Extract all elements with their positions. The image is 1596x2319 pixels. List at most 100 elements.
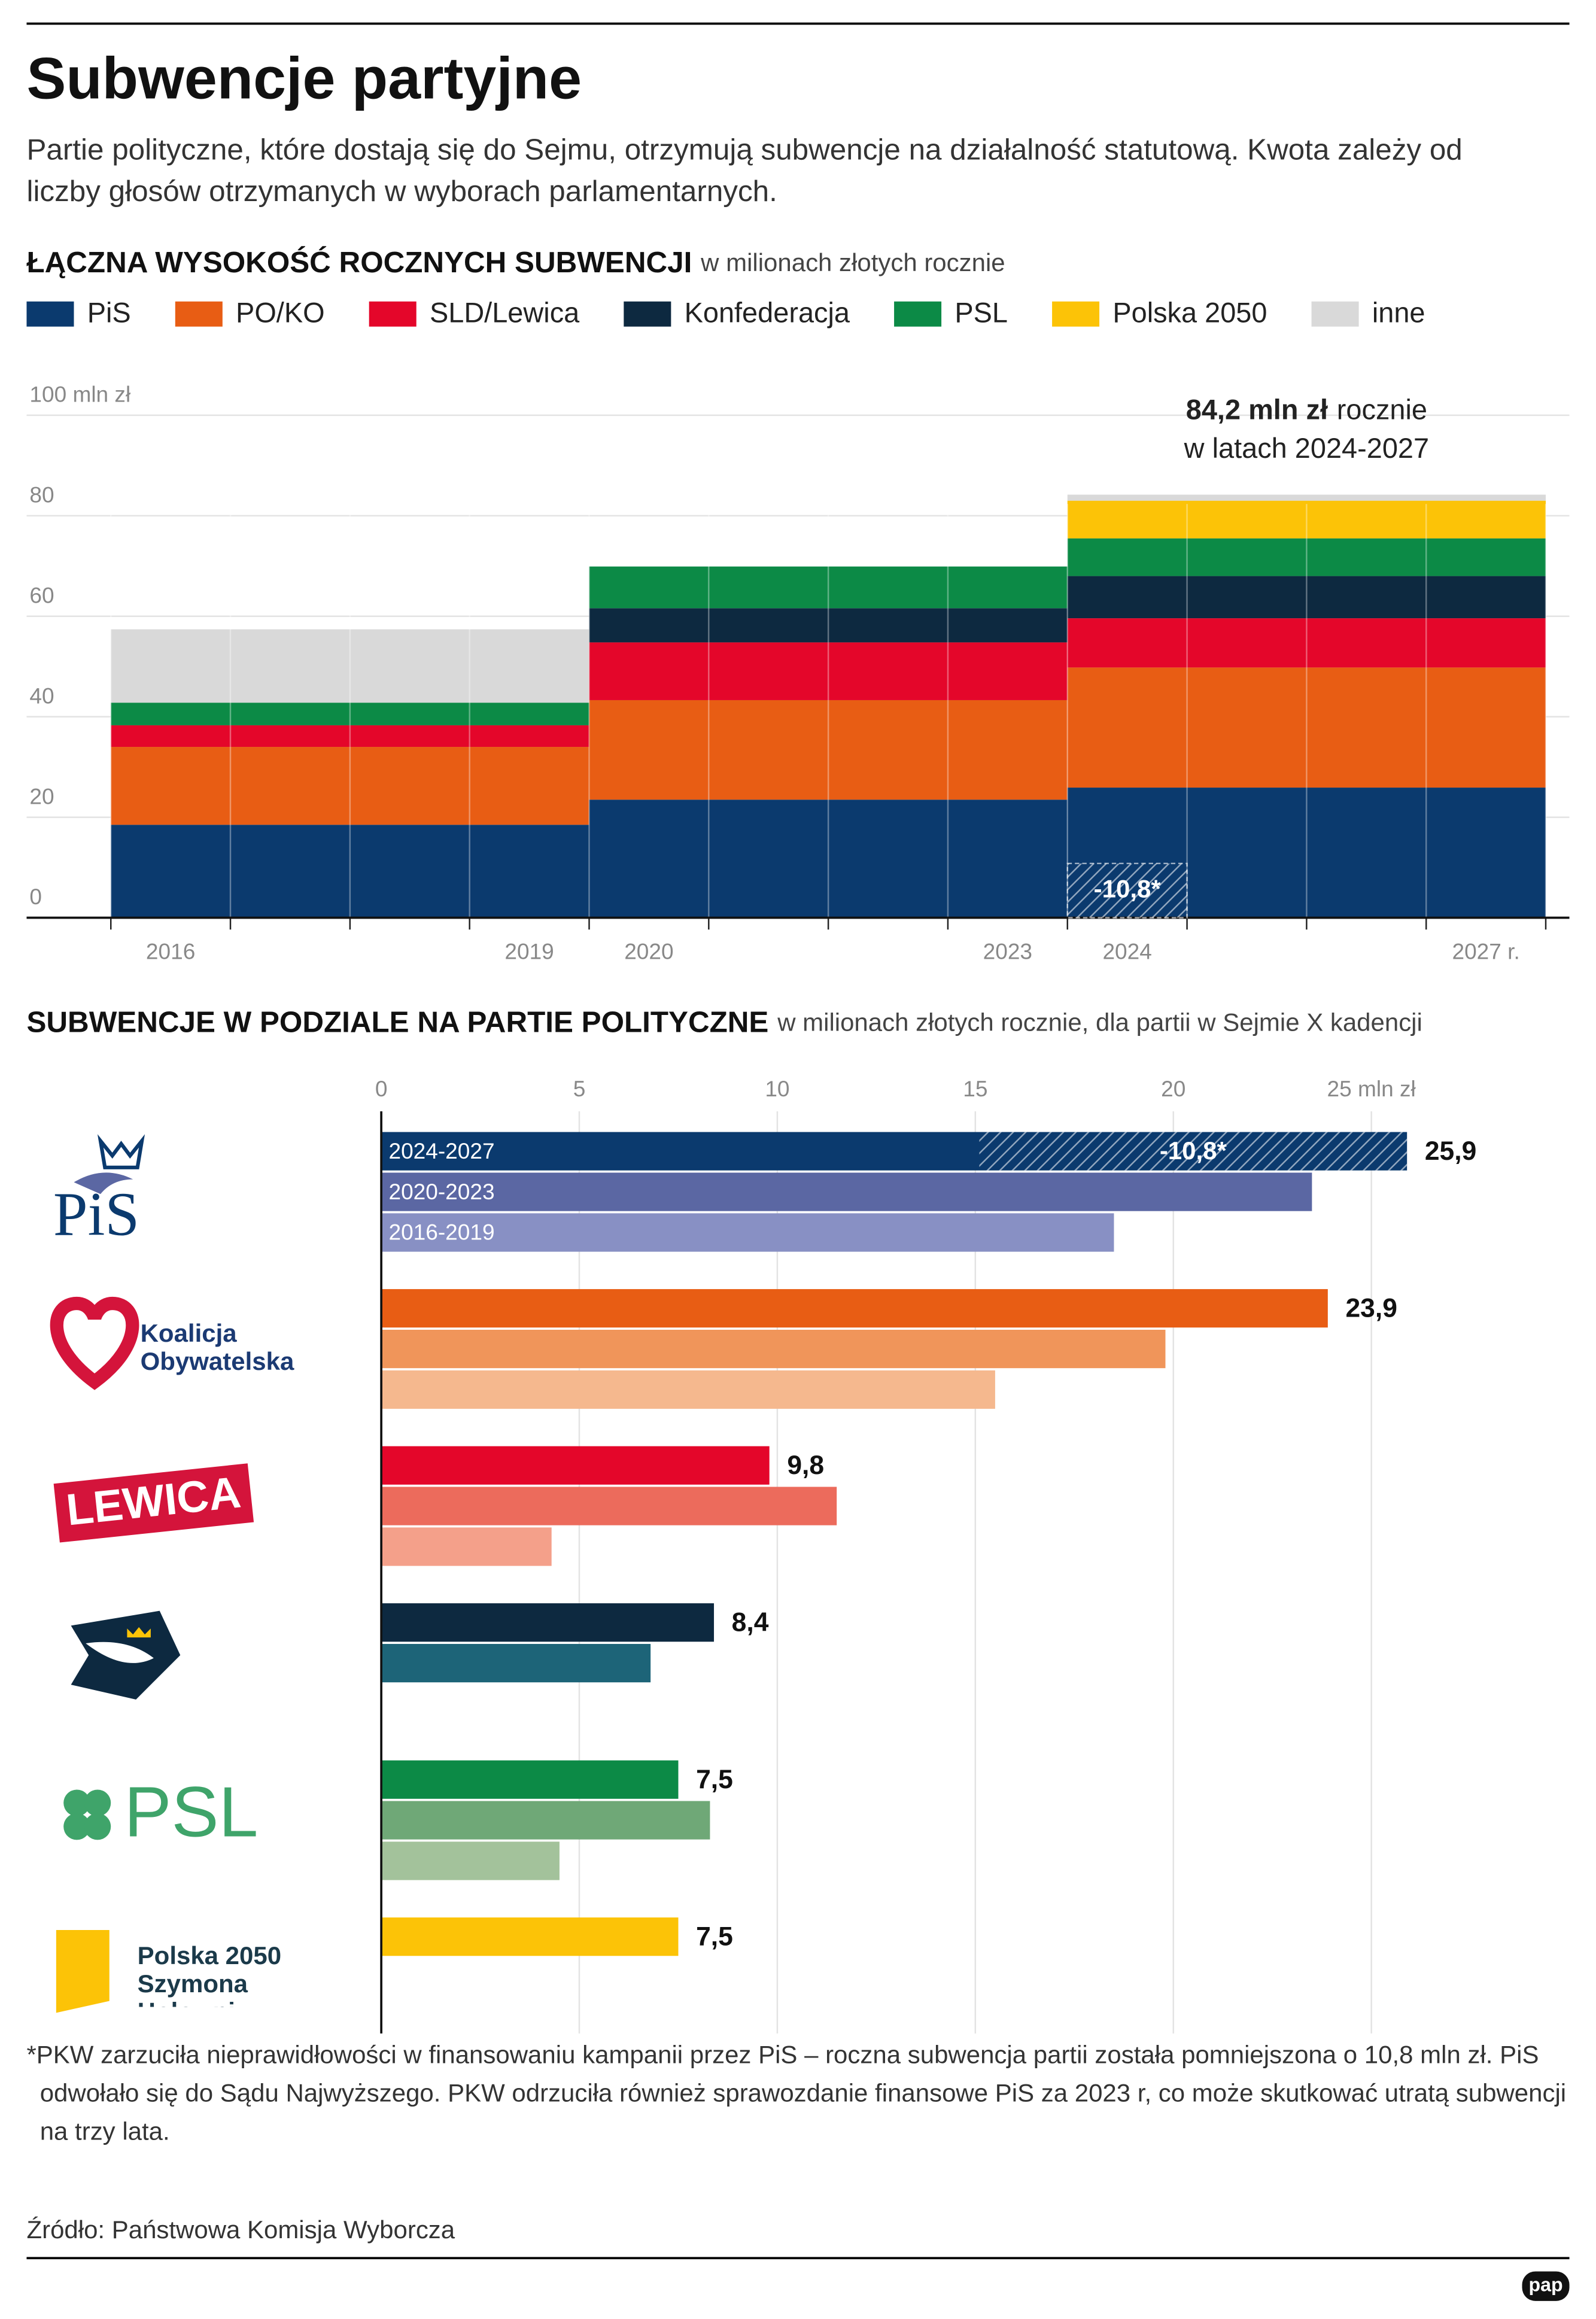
- legend-swatch: [1052, 301, 1100, 327]
- subtitle: Partie polityczne, które dostają się do …: [26, 134, 1463, 209]
- bar: [381, 1643, 651, 1683]
- bar: [381, 1213, 1114, 1252]
- chart1: PiS PO/KO SLD/Lewica Konfederacja PSL Polska …: [26, 297, 1570, 964]
- series-label: 2024-2027: [388, 1138, 494, 1163]
- bar-segment: [1067, 667, 1546, 788]
- value-label: 7,5: [696, 1765, 733, 1794]
- total-note-text: rocznie: [1337, 394, 1427, 425]
- legend-swatch: [894, 301, 942, 327]
- legend-label: Polska 2050: [1112, 297, 1267, 328]
- x-tick-label: 2024: [1102, 939, 1151, 964]
- x-tick-label: 2019: [504, 939, 554, 964]
- bar-segment: [589, 642, 1068, 700]
- total-note: 84,2 mln zł rocznie: [1186, 394, 1427, 425]
- legend-label: Konfederacja: [685, 297, 850, 328]
- bar: [381, 1370, 995, 1409]
- bar-segment: [111, 629, 589, 703]
- bar-segment: [1067, 494, 1546, 501]
- bar-segment: [111, 703, 589, 725]
- x-tick-label: 20: [1161, 1076, 1185, 1101]
- bar: [381, 1172, 1312, 1211]
- bar-segment: [1067, 618, 1546, 668]
- bar: [381, 1329, 1166, 1369]
- y-tick-label: 0: [29, 884, 42, 909]
- logo-konfederacja: [71, 1610, 181, 1700]
- series-label: 2020-2023: [388, 1179, 494, 1204]
- source: Źródło: Państwowa Komisja Wyborcza: [26, 2215, 455, 2244]
- chart1-title: ŁĄCZNA WYSOKOŚĆ ROCZNYCH SUBWENCJI: [26, 245, 692, 279]
- value-label: 9,8: [787, 1451, 824, 1480]
- value-label: 23,9: [1345, 1293, 1397, 1323]
- logo-lewica: LEWICA: [53, 1463, 254, 1543]
- bar-segment: [589, 800, 1068, 918]
- y-tick-label: 80: [29, 482, 54, 507]
- logo-ko: Koalicja Obywatelska: [50, 1296, 294, 1390]
- bar-segment: [111, 825, 589, 918]
- logo-psl: PSL: [63, 1773, 258, 1852]
- subtitle-box: Partie polityczne, które dostają się do …: [26, 134, 1463, 209]
- value-label: 7,5: [696, 1922, 733, 1951]
- total-note-line2: w latach 2024-2027: [1184, 433, 1429, 464]
- x-tick-label: 0: [375, 1076, 388, 1101]
- bar-segment: [111, 747, 589, 825]
- legend-label: PiS: [87, 297, 131, 328]
- bar: [381, 1801, 710, 1840]
- series-label: 2016-2019: [388, 1220, 494, 1245]
- category-label: PSL: [124, 1773, 258, 1852]
- value-label: 8,4: [732, 1607, 769, 1637]
- bar: [381, 1603, 715, 1642]
- bar: [381, 1917, 679, 1956]
- bar: [381, 1487, 837, 1525]
- logo-pis: PiS: [53, 1134, 145, 1249]
- chart2-title: SUBWENCJE W PODZIALE NA PARTIE POLITYCZN…: [26, 1005, 768, 1038]
- category-label: Koalicja Obywatelska: [140, 1320, 294, 1376]
- chart2-heading: SUBWENCJE W PODZIALE NA PARTIE POLITYCZN…: [26, 1005, 1422, 1038]
- x-tick-label: 25 mln zł: [1327, 1076, 1416, 1101]
- bar-segment: [589, 608, 1068, 643]
- category-label: PiS: [53, 1181, 139, 1249]
- x-tick-label: 15: [963, 1076, 987, 1101]
- y-tick-label: 40: [29, 683, 54, 708]
- total-note-value: 84,2 mln zł: [1186, 394, 1328, 425]
- bar-segment: [111, 725, 589, 747]
- bar: [381, 1289, 1328, 1328]
- value-label: 25,9: [1425, 1136, 1477, 1166]
- category-label: Polska 2050 Szymona Hołowni: [137, 1941, 282, 2007]
- bar-segment: [1067, 500, 1546, 539]
- x-tick-label: 2020: [624, 939, 673, 964]
- bar: [381, 1527, 552, 1566]
- penalty-label: -10,8*: [1094, 874, 1162, 902]
- x-tick-label: 10: [765, 1076, 789, 1101]
- y-tick-label: 20: [29, 783, 54, 809]
- logo-badge: [1522, 2271, 1570, 2301]
- penalty-label: -10,8*: [1160, 1136, 1227, 1165]
- footnote-box: *PKW zarzuciła nieprawidłowości w finans…: [26, 2041, 1566, 2145]
- title: Subwencje partyjne: [26, 45, 582, 111]
- y-tick-label: 60: [29, 582, 54, 607]
- x-tick-label: 5: [573, 1076, 586, 1101]
- chart2-subtitle: w milionach złotych rocznie, dla partii …: [777, 1008, 1422, 1036]
- bar: [381, 1760, 679, 1799]
- legend-swatch: [26, 301, 74, 327]
- legend-label: inne: [1372, 297, 1425, 328]
- chart1-heading: ŁĄCZNA WYSOKOŚĆ ROCZNYCH SUBWENCJI w mili…: [26, 245, 1005, 279]
- bar: [381, 1841, 560, 1880]
- x-tick-label: 2023: [983, 939, 1032, 964]
- bar-segment: [1067, 538, 1546, 576]
- legend-swatch: [369, 301, 417, 327]
- x-tick-label: 2027 r.: [1452, 939, 1519, 964]
- bar-segment: [589, 566, 1068, 609]
- legend-swatch: [624, 301, 671, 327]
- bar-segment: [1067, 576, 1546, 619]
- x-tick-label: 2016: [146, 939, 195, 964]
- legend-swatch: [1311, 301, 1359, 327]
- legend-label: PSL: [954, 297, 1008, 328]
- logo: pap: [1528, 2274, 1562, 2296]
- legend-swatch: [175, 301, 223, 327]
- chart2: 0 5 10 15 20 25 mln zł 2024-2027 25,9 -10,8* 2020…: [375, 1076, 1477, 2034]
- legend-label: PO/KO: [236, 297, 325, 328]
- penalty-hatch: [979, 1132, 1407, 1171]
- bar-segment: [589, 700, 1068, 800]
